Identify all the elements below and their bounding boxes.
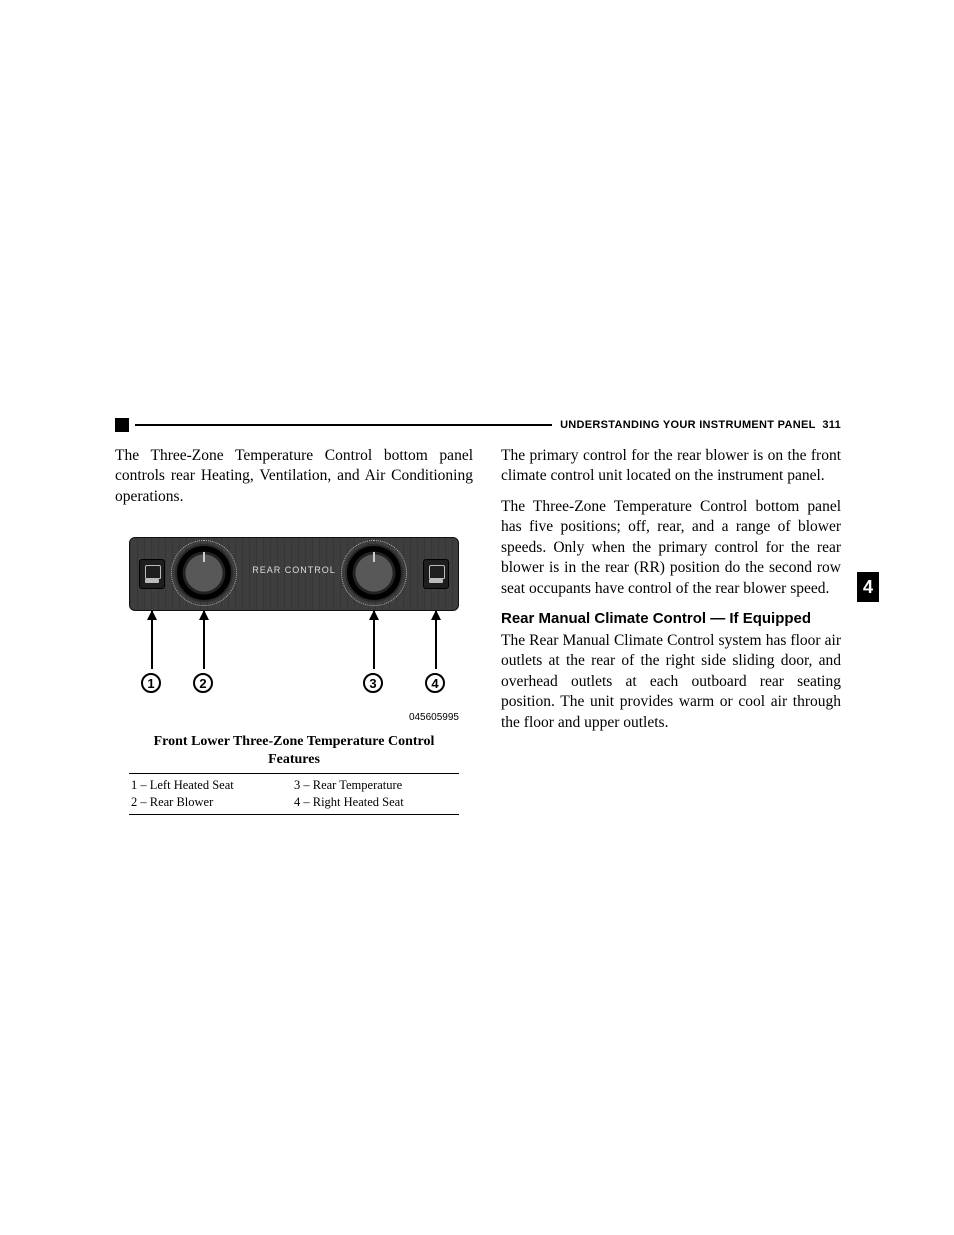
callout-arrow-icon	[203, 611, 205, 669]
control-panel: REAR CONTROL	[129, 537, 459, 652]
heated-seat-left-icon	[139, 559, 165, 589]
intro-paragraph: The Three-Zone Temperature Control botto…	[115, 446, 473, 507]
figure-block: REAR CONTROL 1 2 3 4 045605995	[115, 537, 473, 815]
callout-arrow-icon	[373, 611, 375, 669]
figure-caption: Front Lower Three-Zone Temperature Contr…	[129, 731, 459, 772]
running-header: UNDERSTANDING YOUR INSTRUMENT PANEL 311	[115, 418, 841, 432]
panel-illustration: REAR CONTROL 1 2 3 4	[129, 537, 459, 697]
legend-item: 2 – Rear Blower	[131, 794, 294, 811]
left-column: The Three-Zone Temperature Control botto…	[115, 446, 473, 815]
callout-arrow-icon	[435, 611, 437, 669]
figure: REAR CONTROL 1 2 3 4 045605995	[129, 537, 459, 815]
legend-col-left: 1 – Left Heated Seat 2 – Rear Blower	[131, 777, 294, 811]
heated-seat-right-icon	[423, 559, 449, 589]
callout-4: 4	[425, 673, 445, 693]
rear-blower-dial-icon	[177, 546, 231, 600]
chapter-tab: 4	[857, 572, 879, 602]
header-rule	[135, 424, 552, 426]
callout-2: 2	[193, 673, 213, 693]
legend-item: 4 – Right Heated Seat	[294, 794, 457, 811]
page-number: 311	[822, 419, 841, 431]
chapter-tab-number: 4	[863, 577, 873, 598]
paragraph: The Rear Manual Climate Control system h…	[501, 631, 841, 733]
legend-col-right: 3 – Rear Temperature 4 – Right Heated Se…	[294, 777, 457, 811]
legend-item: 1 – Left Heated Seat	[131, 777, 294, 794]
rear-temperature-dial-icon	[347, 546, 401, 600]
two-column-layout: The Three-Zone Temperature Control botto…	[115, 446, 841, 815]
paragraph: The Three-Zone Temperature Control botto…	[501, 497, 841, 599]
legend-item: 3 – Rear Temperature	[294, 777, 457, 794]
right-column: The primary control for the rear blower …	[501, 446, 841, 815]
header-block-icon	[115, 418, 129, 432]
paragraph: The primary control for the rear blower …	[501, 446, 841, 487]
header-title: UNDERSTANDING YOUR INSTRUMENT PANEL 311	[560, 419, 841, 431]
callout-arrow-icon	[151, 611, 153, 669]
figure-code: 045605995	[129, 711, 459, 724]
figure-legend: 1 – Left Heated Seat 2 – Rear Blower 3 –…	[129, 773, 459, 815]
panel-label: REAR CONTROL	[249, 565, 339, 577]
page-content: UNDERSTANDING YOUR INSTRUMENT PANEL 3 1 1 …	[115, 418, 841, 815]
callout-3: 3	[363, 673, 383, 693]
callout-1: 1	[141, 673, 161, 693]
section-heading: Rear Manual Climate Control — If Equippe…	[501, 609, 841, 629]
section-title: UNDERSTANDING YOUR INSTRUMENT PANEL	[560, 419, 816, 431]
